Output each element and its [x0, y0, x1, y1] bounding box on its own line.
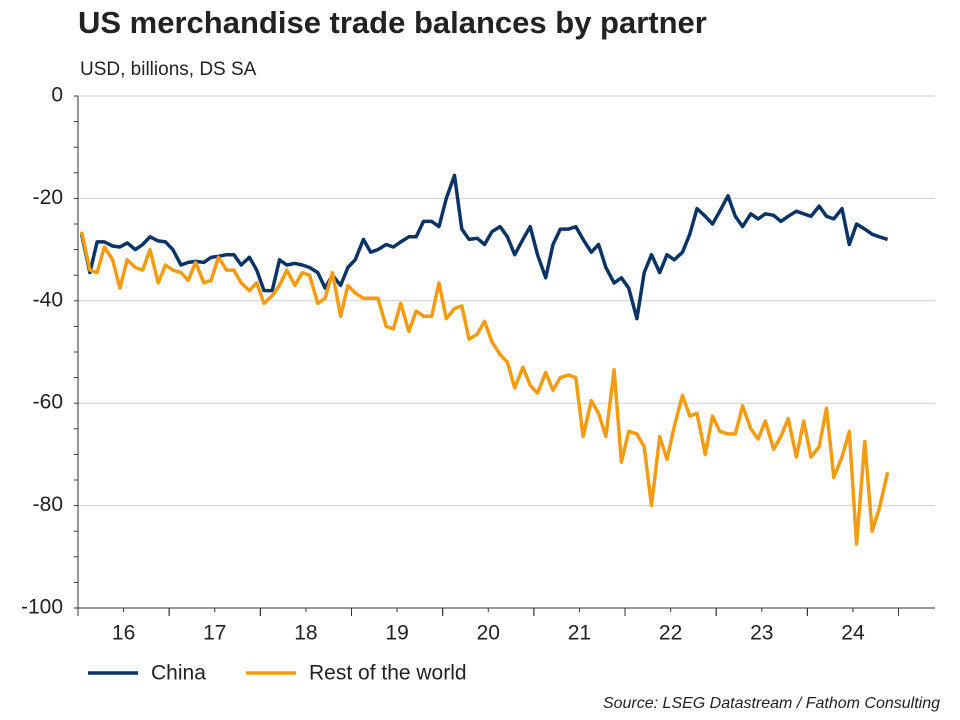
source: Source: LSEG Datastream / Fathom Consult…: [603, 695, 940, 712]
y-tick-label: 0: [51, 84, 63, 107]
y-tick-label: -80: [33, 493, 63, 516]
x-tick-label: 23: [750, 622, 773, 645]
series-line: [79, 231, 890, 546]
x-tick-label: 24: [841, 622, 865, 645]
x-tick-label: 22: [659, 622, 682, 645]
x-tick-label: 18: [294, 622, 317, 645]
y-tick-label: -100: [21, 596, 63, 619]
y-tick-label: -40: [33, 288, 63, 311]
legend-label: Rest of the world: [309, 662, 467, 685]
y-tick-label: -20: [33, 186, 63, 209]
chart-title: US merchandise trade balances by partner: [78, 5, 707, 40]
chart-subtitle: USD, billions, DS SA: [80, 59, 257, 80]
series-line: [79, 173, 889, 321]
x-tick-label: 19: [385, 622, 408, 645]
y-tick-label: -60: [33, 391, 63, 414]
x-tick-label: 21: [568, 622, 591, 645]
x-tick-label: 16: [112, 622, 135, 645]
legend-label: China: [151, 662, 206, 685]
x-tick-label: 17: [203, 622, 226, 645]
x-tick-label: 20: [477, 622, 500, 645]
